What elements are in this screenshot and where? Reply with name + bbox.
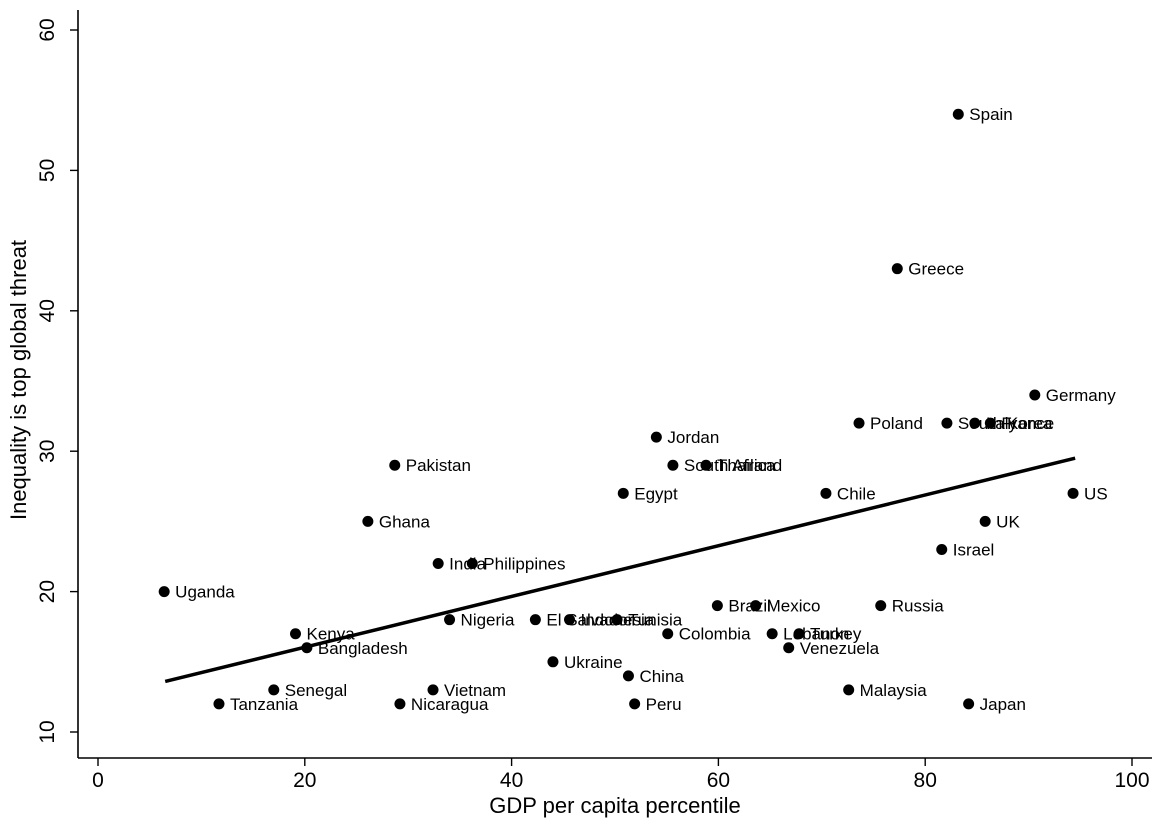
fitted-line <box>164 456 1076 684</box>
data-point <box>952 108 964 120</box>
point-label: Egypt <box>634 484 678 503</box>
point-label: Japan <box>980 695 1026 714</box>
data-point <box>891 263 903 275</box>
x-axis-title: GDP per capita percentile <box>489 793 741 818</box>
data-point <box>793 628 805 640</box>
point-label: Greece <box>908 260 964 279</box>
data-point <box>301 642 313 654</box>
data-point <box>941 417 953 429</box>
point-label: Vietnam <box>444 681 506 700</box>
y-tick-label: 30 <box>36 440 59 463</box>
data-point <box>268 684 280 696</box>
x-tick-label: 100 <box>1114 769 1149 792</box>
point-label: Thailand <box>717 456 782 475</box>
point-label: Senegal <box>285 681 347 700</box>
data-point <box>158 586 170 598</box>
y-axis-title: Inequality is top global threat <box>6 240 31 520</box>
point-label: China <box>639 667 684 686</box>
data-point <box>466 558 478 570</box>
point-label: Nigeria <box>461 611 515 630</box>
y-tick-label: 60 <box>36 18 59 41</box>
data-point <box>936 543 948 555</box>
y-ticks: 10 20 30 40 50 60 <box>36 18 78 744</box>
point-label: Mexico <box>767 597 821 616</box>
data-point <box>362 515 374 527</box>
data-point <box>984 417 996 429</box>
x-tick-label: 60 <box>707 769 730 792</box>
x-tick-label: 20 <box>293 769 316 792</box>
point-label: Philippines <box>483 555 565 574</box>
point-label: Germany <box>1046 386 1116 405</box>
point-label: US <box>1084 484 1108 503</box>
data-point <box>843 684 855 696</box>
point-label: Pakistan <box>406 456 471 475</box>
point-label: Tunisia <box>628 611 683 630</box>
point-label: Ukraine <box>564 653 623 672</box>
data-point <box>979 515 991 527</box>
point-label: Spain <box>969 105 1012 124</box>
data-point <box>853 417 865 429</box>
point-label: UK <box>996 512 1020 531</box>
data-point <box>389 459 401 471</box>
point-label: South Korea <box>958 414 1053 433</box>
point-label: France <box>1001 414 1054 433</box>
point-label: Peru <box>646 695 682 714</box>
point-label: Poland <box>870 414 923 433</box>
point-label: Venezuela <box>800 639 880 658</box>
point-label: Russia <box>892 597 945 616</box>
point-label: Colombia <box>679 625 751 644</box>
data-point <box>963 698 975 710</box>
axes <box>77 10 1152 759</box>
data-point <box>1029 389 1041 401</box>
point-label: Ghana <box>379 512 431 531</box>
data-point <box>394 698 406 710</box>
point-label: Kenya <box>306 625 355 644</box>
y-tick-label: 10 <box>36 720 59 743</box>
data-point <box>547 656 559 668</box>
data-point <box>650 431 662 443</box>
data-point <box>444 614 456 626</box>
y-tick-label: 50 <box>36 159 59 182</box>
point-label: Israel <box>953 540 995 559</box>
point-label: Tanzania <box>230 695 299 714</box>
data-point <box>611 614 623 626</box>
point-label: Malaysia <box>860 681 928 700</box>
data-point <box>667 459 679 471</box>
data-point <box>289 628 301 640</box>
y-tick-label: 20 <box>36 580 59 603</box>
data-point <box>213 698 225 710</box>
point-label: Turkey <box>810 625 862 644</box>
data-point <box>820 487 832 499</box>
x-tick-label: 0 <box>92 769 104 792</box>
x-tick-label: 80 <box>914 769 937 792</box>
data-point <box>529 614 541 626</box>
point-label: Jordan <box>667 428 719 447</box>
data-point <box>617 487 629 499</box>
data-point <box>564 614 576 626</box>
data-point <box>969 417 981 429</box>
y-tick-label: 40 <box>36 299 59 322</box>
data-point <box>1067 487 1079 499</box>
point-label: Bangladesh <box>318 639 408 658</box>
x-ticks: 0 20 40 60 80 100 <box>92 758 1150 792</box>
data-point <box>629 698 641 710</box>
x-tick-label: 40 <box>500 769 523 792</box>
data-point <box>711 600 723 612</box>
data-point <box>700 459 712 471</box>
data-point <box>783 642 795 654</box>
data-point <box>432 558 444 570</box>
point-label: Nicaragua <box>411 695 489 714</box>
data-point <box>875 600 887 612</box>
point-label: Brazil <box>728 597 771 616</box>
point-label: Chile <box>837 484 876 503</box>
data-point <box>662 628 674 640</box>
data-point <box>427 684 439 696</box>
data-point <box>750 600 762 612</box>
data-point <box>622 670 634 682</box>
point-label: Uganda <box>175 583 235 602</box>
data-point <box>766 628 778 640</box>
